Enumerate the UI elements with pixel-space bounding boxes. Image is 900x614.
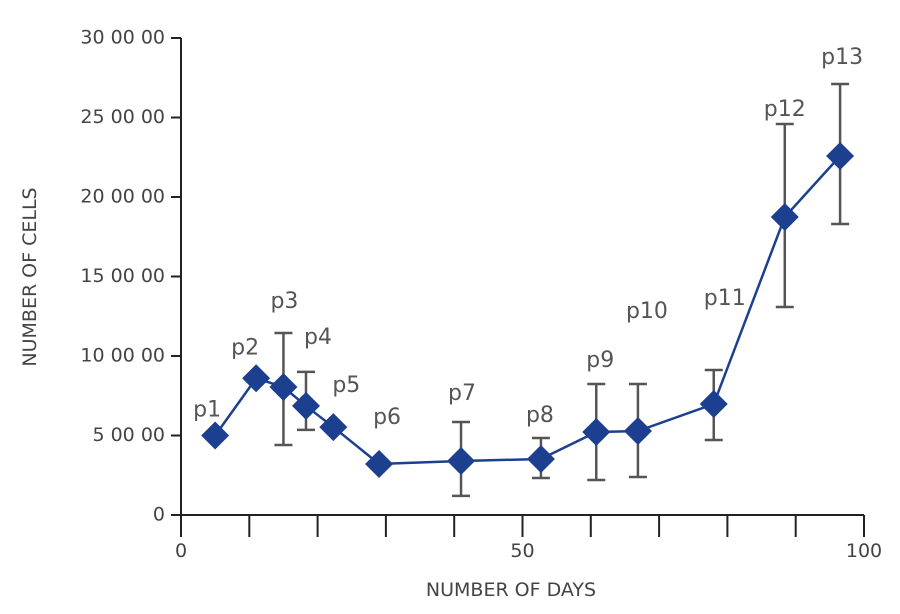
markers (201, 141, 855, 478)
data-point-p3 (269, 373, 298, 402)
y-tick-label: 10 00 00 (80, 345, 165, 367)
point-label-p2: p2 (231, 335, 259, 360)
point-label-p10: p10 (626, 299, 668, 324)
data-point-p1 (201, 421, 230, 450)
point-label-p11: p11 (704, 286, 746, 311)
x-axis-label: NUMBER OF DAYS (426, 579, 596, 601)
y-tick-label: 30 00 00 (80, 27, 165, 49)
error-bars (274, 82, 850, 498)
axes: 0 5 00 00 10 00 00 15 00 00 20 00 00 25 00 00… (80, 27, 882, 563)
data-point-p8 (526, 445, 555, 474)
data-point-p12 (770, 203, 799, 232)
point-label-p1: p1 (193, 398, 221, 423)
y-axis-label: NUMBER OF CELLS (19, 187, 41, 366)
point-label-p6: p6 (373, 405, 401, 430)
data-point-p5 (319, 413, 348, 442)
x-tick-label: 50 (510, 540, 534, 562)
y-tick-label: 0 (153, 504, 165, 526)
data-point-p10 (623, 417, 652, 446)
y-tick-label: 15 00 00 (80, 265, 165, 287)
point-label-p12: p12 (764, 97, 806, 122)
data-point-p4 (291, 391, 320, 420)
data-point-p2 (242, 364, 271, 393)
data-point-p7 (447, 446, 476, 475)
y-tick-label: 20 00 00 (80, 186, 165, 208)
data-point-p13 (826, 141, 855, 170)
point-label-p4: p4 (304, 325, 332, 350)
point-label-p13: p13 (821, 45, 863, 70)
point-label-p3: p3 (270, 289, 298, 314)
data-point-p9 (582, 418, 611, 447)
point-label-p5: p5 (332, 373, 360, 398)
x-tick-label: 0 (175, 540, 187, 562)
point-label-p8: p8 (526, 403, 554, 428)
y-tick-label: 25 00 00 (80, 106, 165, 128)
point-label-p7: p7 (448, 381, 476, 406)
data-point-p6 (365, 449, 394, 478)
x-tick-label: 100 (846, 540, 882, 562)
y-tick-label: 5 00 00 (92, 424, 165, 446)
point-label-p9: p9 (586, 348, 614, 373)
data-point-p11 (699, 390, 728, 419)
